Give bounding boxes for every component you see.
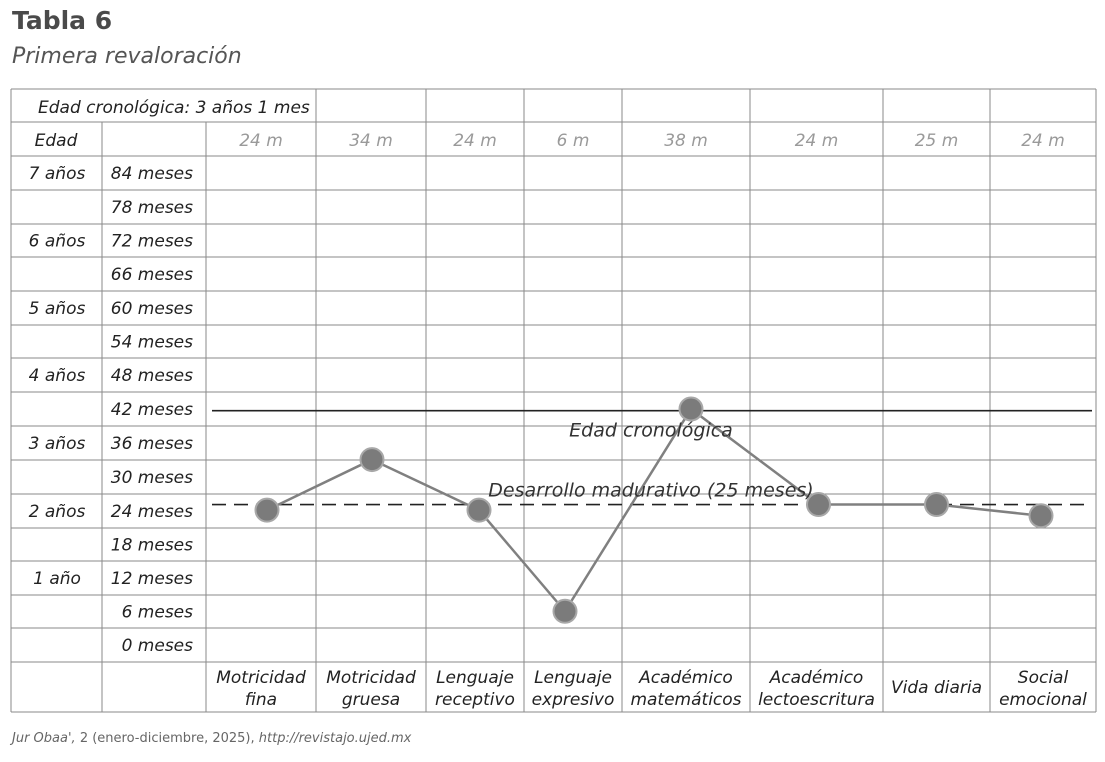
- score-label: 34 m: [349, 131, 393, 151]
- score-label: 24 m: [795, 131, 839, 151]
- series-line: [266, 407, 1042, 614]
- age-years-label: 3 años: [29, 434, 86, 454]
- data-point: [1028, 503, 1054, 529]
- age-months-label: 78 meses: [111, 198, 193, 218]
- age-months-label: 48 meses: [111, 366, 193, 386]
- age-months-label: 12 meses: [111, 569, 193, 589]
- age-months-label: 6 meses: [122, 603, 194, 623]
- age-header: Edad: [35, 131, 78, 151]
- score-label: 25 m: [915, 131, 959, 151]
- category-label: Motricidad: [216, 668, 306, 688]
- category-label: emocional: [999, 690, 1087, 710]
- category-label: lectoescritura: [758, 690, 875, 710]
- category-label: Social: [1018, 668, 1069, 688]
- age-months-label: 84 meses: [111, 164, 193, 184]
- table-title: Tabla 6: [12, 6, 113, 35]
- footer-journal: Jur Obaa',: [12, 731, 76, 746]
- age-months-label: 54 meses: [111, 333, 193, 353]
- category-label: Vida diaria: [891, 678, 982, 698]
- category-label: matemáticos: [630, 690, 741, 710]
- age-months-label: 0 meses: [122, 636, 194, 656]
- age-months-label: 30 meses: [111, 468, 193, 488]
- age-years-label: 5 años: [29, 299, 86, 319]
- score-label: 24 m: [239, 131, 283, 151]
- age-years-label: 1 año: [33, 569, 81, 589]
- development-chart: Edad cronológica: 3 años 1 mes Edad 24 m 34…: [10, 88, 1097, 713]
- category-label: Motricidad: [326, 668, 416, 688]
- category-label: Académico: [638, 668, 733, 688]
- age-months-label: 42 meses: [111, 400, 193, 420]
- category-label: fina: [245, 690, 277, 710]
- category-label: expresivo: [532, 690, 615, 710]
- age-months-label: 18 meses: [111, 536, 193, 556]
- footer-url[interactable]: http://revistajo.ujed.mx: [258, 731, 412, 746]
- age-months-label: 60 meses: [111, 299, 193, 319]
- score-label: 24 m: [1021, 131, 1065, 151]
- age-months-label: 24 meses: [111, 502, 193, 522]
- data-point: [254, 497, 280, 523]
- chronological-age-label: Edad cronológica: [569, 420, 733, 442]
- category-label: Lenguaje: [534, 668, 612, 688]
- age-months-label: 36 meses: [111, 434, 193, 454]
- category-label: Lenguaje: [436, 668, 514, 688]
- table-subtitle: Primera revaloración: [12, 44, 242, 69]
- score-label: 38 m: [664, 131, 708, 151]
- score-label: 24 m: [453, 131, 497, 151]
- score-label: 6 m: [557, 131, 590, 151]
- age-years-label: 4 años: [29, 366, 86, 386]
- category-label: receptivo: [435, 690, 515, 710]
- data-point: [359, 447, 385, 473]
- category-label: gruesa: [342, 690, 400, 710]
- age-years-label: 2 años: [29, 502, 86, 522]
- age-months-label: 72 meses: [111, 232, 193, 252]
- age-months-label: 66 meses: [111, 265, 193, 285]
- source-footer: Jur Obaa', 2 (enero-diciembre, 2025), ht…: [12, 731, 411, 746]
- header-note: Edad cronológica: 3 años 1 mes: [38, 98, 310, 118]
- age-years-label: 7 años: [29, 164, 86, 184]
- data-point: [466, 497, 492, 523]
- maturity-reference-label: Desarrollo madurativo (25 meses): [488, 480, 813, 502]
- data-point: [552, 598, 578, 624]
- footer-issue: 2 (enero-diciembre, 2025),: [75, 731, 259, 746]
- age-years-label: 6 años: [29, 232, 86, 252]
- data-point: [678, 396, 704, 422]
- data-point: [806, 492, 831, 518]
- data-point: [924, 492, 949, 518]
- category-label: Académico: [769, 668, 864, 688]
